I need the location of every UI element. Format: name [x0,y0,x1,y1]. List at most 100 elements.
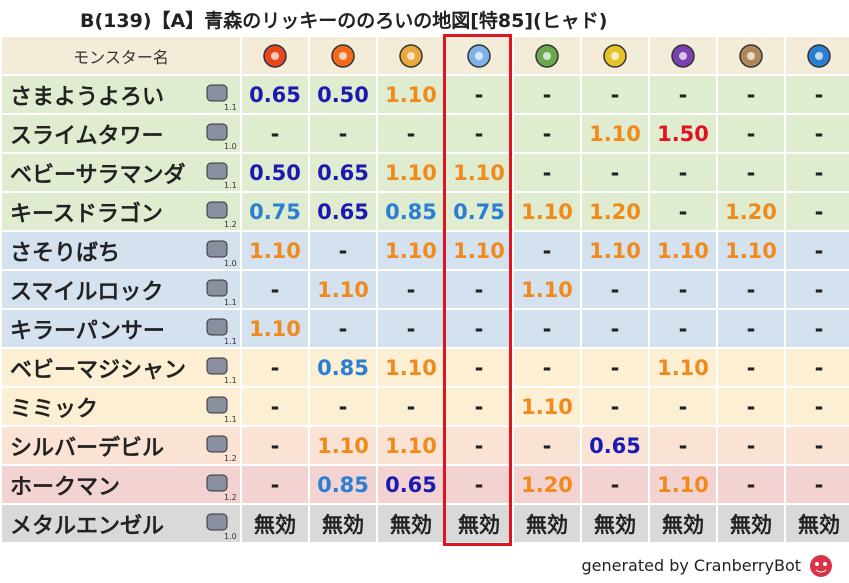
value-cell: 0.50 [310,76,378,115]
value-cell: - [446,115,514,154]
row-name: キースドラゴン 1.2 [2,193,242,232]
value-cell: - [514,427,582,466]
rate: 1.2 [224,220,237,229]
monster-icon [206,357,228,375]
monster-name: さそりばち [10,240,121,266]
rate: 1.0 [224,259,237,268]
value-cell: - [446,388,514,427]
highlight-column [443,34,512,546]
value-cell: 0.85 [310,466,378,505]
monster-icon [206,84,228,102]
row-name: さまようよろい 1.1 [2,76,242,115]
rate: 1.0 [224,142,237,151]
value-cell: - [718,310,786,349]
value-cell: - [446,349,514,388]
value-cell: 1.50 [650,115,718,154]
monster-name: ベビーサラマンダ [10,162,186,188]
value-cell: 1.10 [650,466,718,505]
row-name: ホークマン 1.2 [2,466,242,505]
element-header [650,37,718,76]
value-cell: 無効 [310,505,378,544]
rate: 1.1 [224,415,237,424]
value-cell: - [786,466,849,505]
value-cell: 無効 [378,505,446,544]
value-cell: 無効 [786,505,849,544]
value-cell: 1.10 [446,154,514,193]
value-cell: - [446,271,514,310]
title: B(139)【A】青森のリッキーののろいの地図[特85](ヒャド) [80,10,608,32]
monster-name: スライムタワー [10,123,164,149]
value-cell: - [514,76,582,115]
value-cell: - [378,115,446,154]
value-cell: - [242,388,310,427]
value-cell: - [446,310,514,349]
monster-icon [206,123,228,141]
element-header [310,37,378,76]
value-cell: - [718,76,786,115]
monster-name: スマイルロック [10,279,164,305]
value-cell: - [718,115,786,154]
value-cell: - [242,271,310,310]
value-cell: - [378,310,446,349]
value-cell: 1.20 [718,193,786,232]
value-cell: 0.65 [310,193,378,232]
element-icon [807,43,831,68]
value-cell: 0.65 [310,154,378,193]
value-cell: 1.10 [718,232,786,271]
value-cell: 0.75 [242,193,310,232]
value-cell: 1.10 [582,115,650,154]
value-cell: - [786,76,849,115]
value-cell: 1.10 [650,349,718,388]
row-name: シルバーデビル 1.2 [2,427,242,466]
rate: 1.2 [224,454,237,463]
value-cell: - [310,310,378,349]
value-cell: 1.10 [378,154,446,193]
value-cell: 1.10 [310,427,378,466]
value-cell: - [310,115,378,154]
element-header [378,37,446,76]
value-cell: - [242,349,310,388]
value-cell: 無効 [514,505,582,544]
value-cell: 0.75 [446,193,514,232]
value-cell: - [582,349,650,388]
rate: 1.2 [224,493,237,502]
rate: 1.1 [224,337,237,346]
element-icon [331,43,355,68]
value-cell: 1.10 [446,232,514,271]
value-cell: - [786,388,849,427]
monster-name: キースドラゴン [10,201,163,227]
rate: 1.0 [224,532,237,541]
value-cell: - [514,310,582,349]
value-cell: - [242,466,310,505]
element-icon [467,43,491,68]
value-cell: 0.85 [378,193,446,232]
monster-name: ミミック [10,396,99,422]
value-cell: 1.20 [514,466,582,505]
row-name: ミミック 1.1 [2,388,242,427]
rate: 1.1 [224,103,237,112]
value-cell: 0.65 [378,466,446,505]
value-cell: - [582,466,650,505]
value-cell: - [650,154,718,193]
value-cell: - [786,427,849,466]
value-cell: - [582,154,650,193]
monster-icon [206,162,228,180]
value-cell: - [650,193,718,232]
value-cell: 1.10 [514,388,582,427]
value-cell: - [718,154,786,193]
value-cell: - [786,154,849,193]
value-cell: - [582,310,650,349]
value-cell: 無効 [446,505,514,544]
row-name: スライムタワー 1.0 [2,115,242,154]
value-cell: - [514,349,582,388]
monster-name: シルバーデビル [10,435,165,461]
value-cell: 1.10 [514,271,582,310]
value-cell: 1.10 [378,232,446,271]
value-cell: 無効 [718,505,786,544]
value-cell: - [310,388,378,427]
element-header [242,37,310,76]
monster-icon [206,474,228,492]
value-cell: - [514,232,582,271]
value-cell: 0.85 [310,349,378,388]
